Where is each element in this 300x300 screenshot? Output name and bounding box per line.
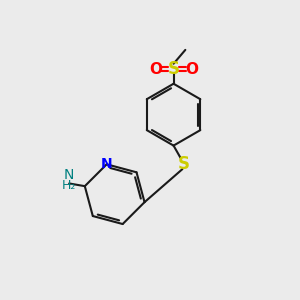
- Text: S: S: [168, 60, 180, 78]
- Text: O: O: [185, 61, 198, 76]
- Text: N: N: [64, 169, 74, 182]
- Text: S: S: [178, 155, 190, 173]
- Text: H₂: H₂: [62, 179, 76, 192]
- Text: N: N: [101, 157, 112, 171]
- Text: O: O: [149, 61, 162, 76]
